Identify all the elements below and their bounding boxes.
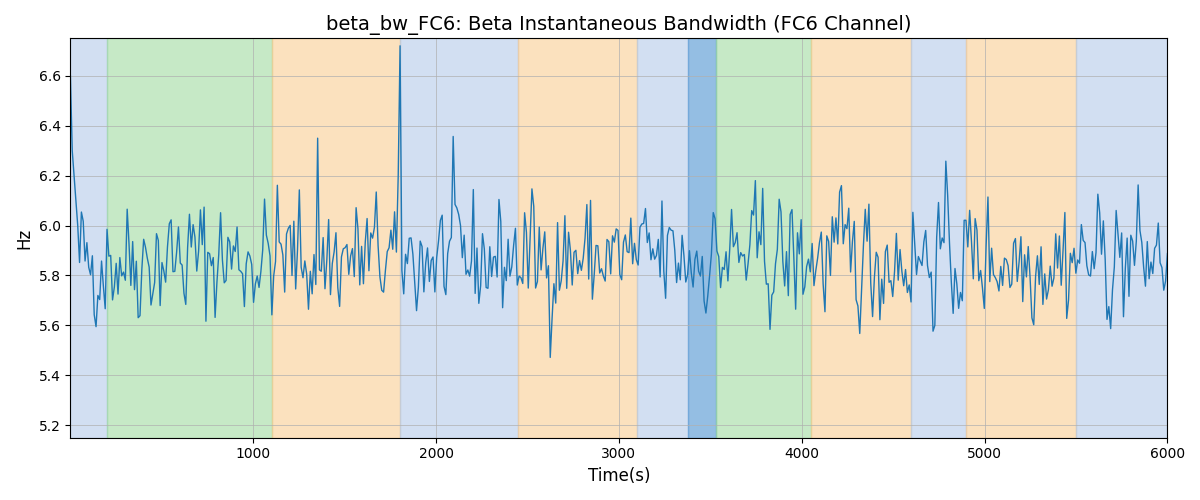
Bar xyxy=(637,38,689,438)
Title: beta_bw_FC6: Beta Instantaneous Bandwidth (FC6 Channel): beta_bw_FC6: Beta Instantaneous Bandwidt… xyxy=(326,15,912,35)
Bar xyxy=(71,38,107,438)
Bar xyxy=(518,38,637,438)
Bar xyxy=(811,38,912,438)
Bar xyxy=(912,38,966,438)
Bar xyxy=(271,38,400,438)
Y-axis label: Hz: Hz xyxy=(14,228,32,248)
Bar xyxy=(400,38,518,438)
Bar xyxy=(689,38,716,438)
Bar xyxy=(107,38,271,438)
Bar xyxy=(716,38,811,438)
Bar xyxy=(1076,38,1168,438)
Bar xyxy=(966,38,1076,438)
X-axis label: Time(s): Time(s) xyxy=(588,467,650,485)
